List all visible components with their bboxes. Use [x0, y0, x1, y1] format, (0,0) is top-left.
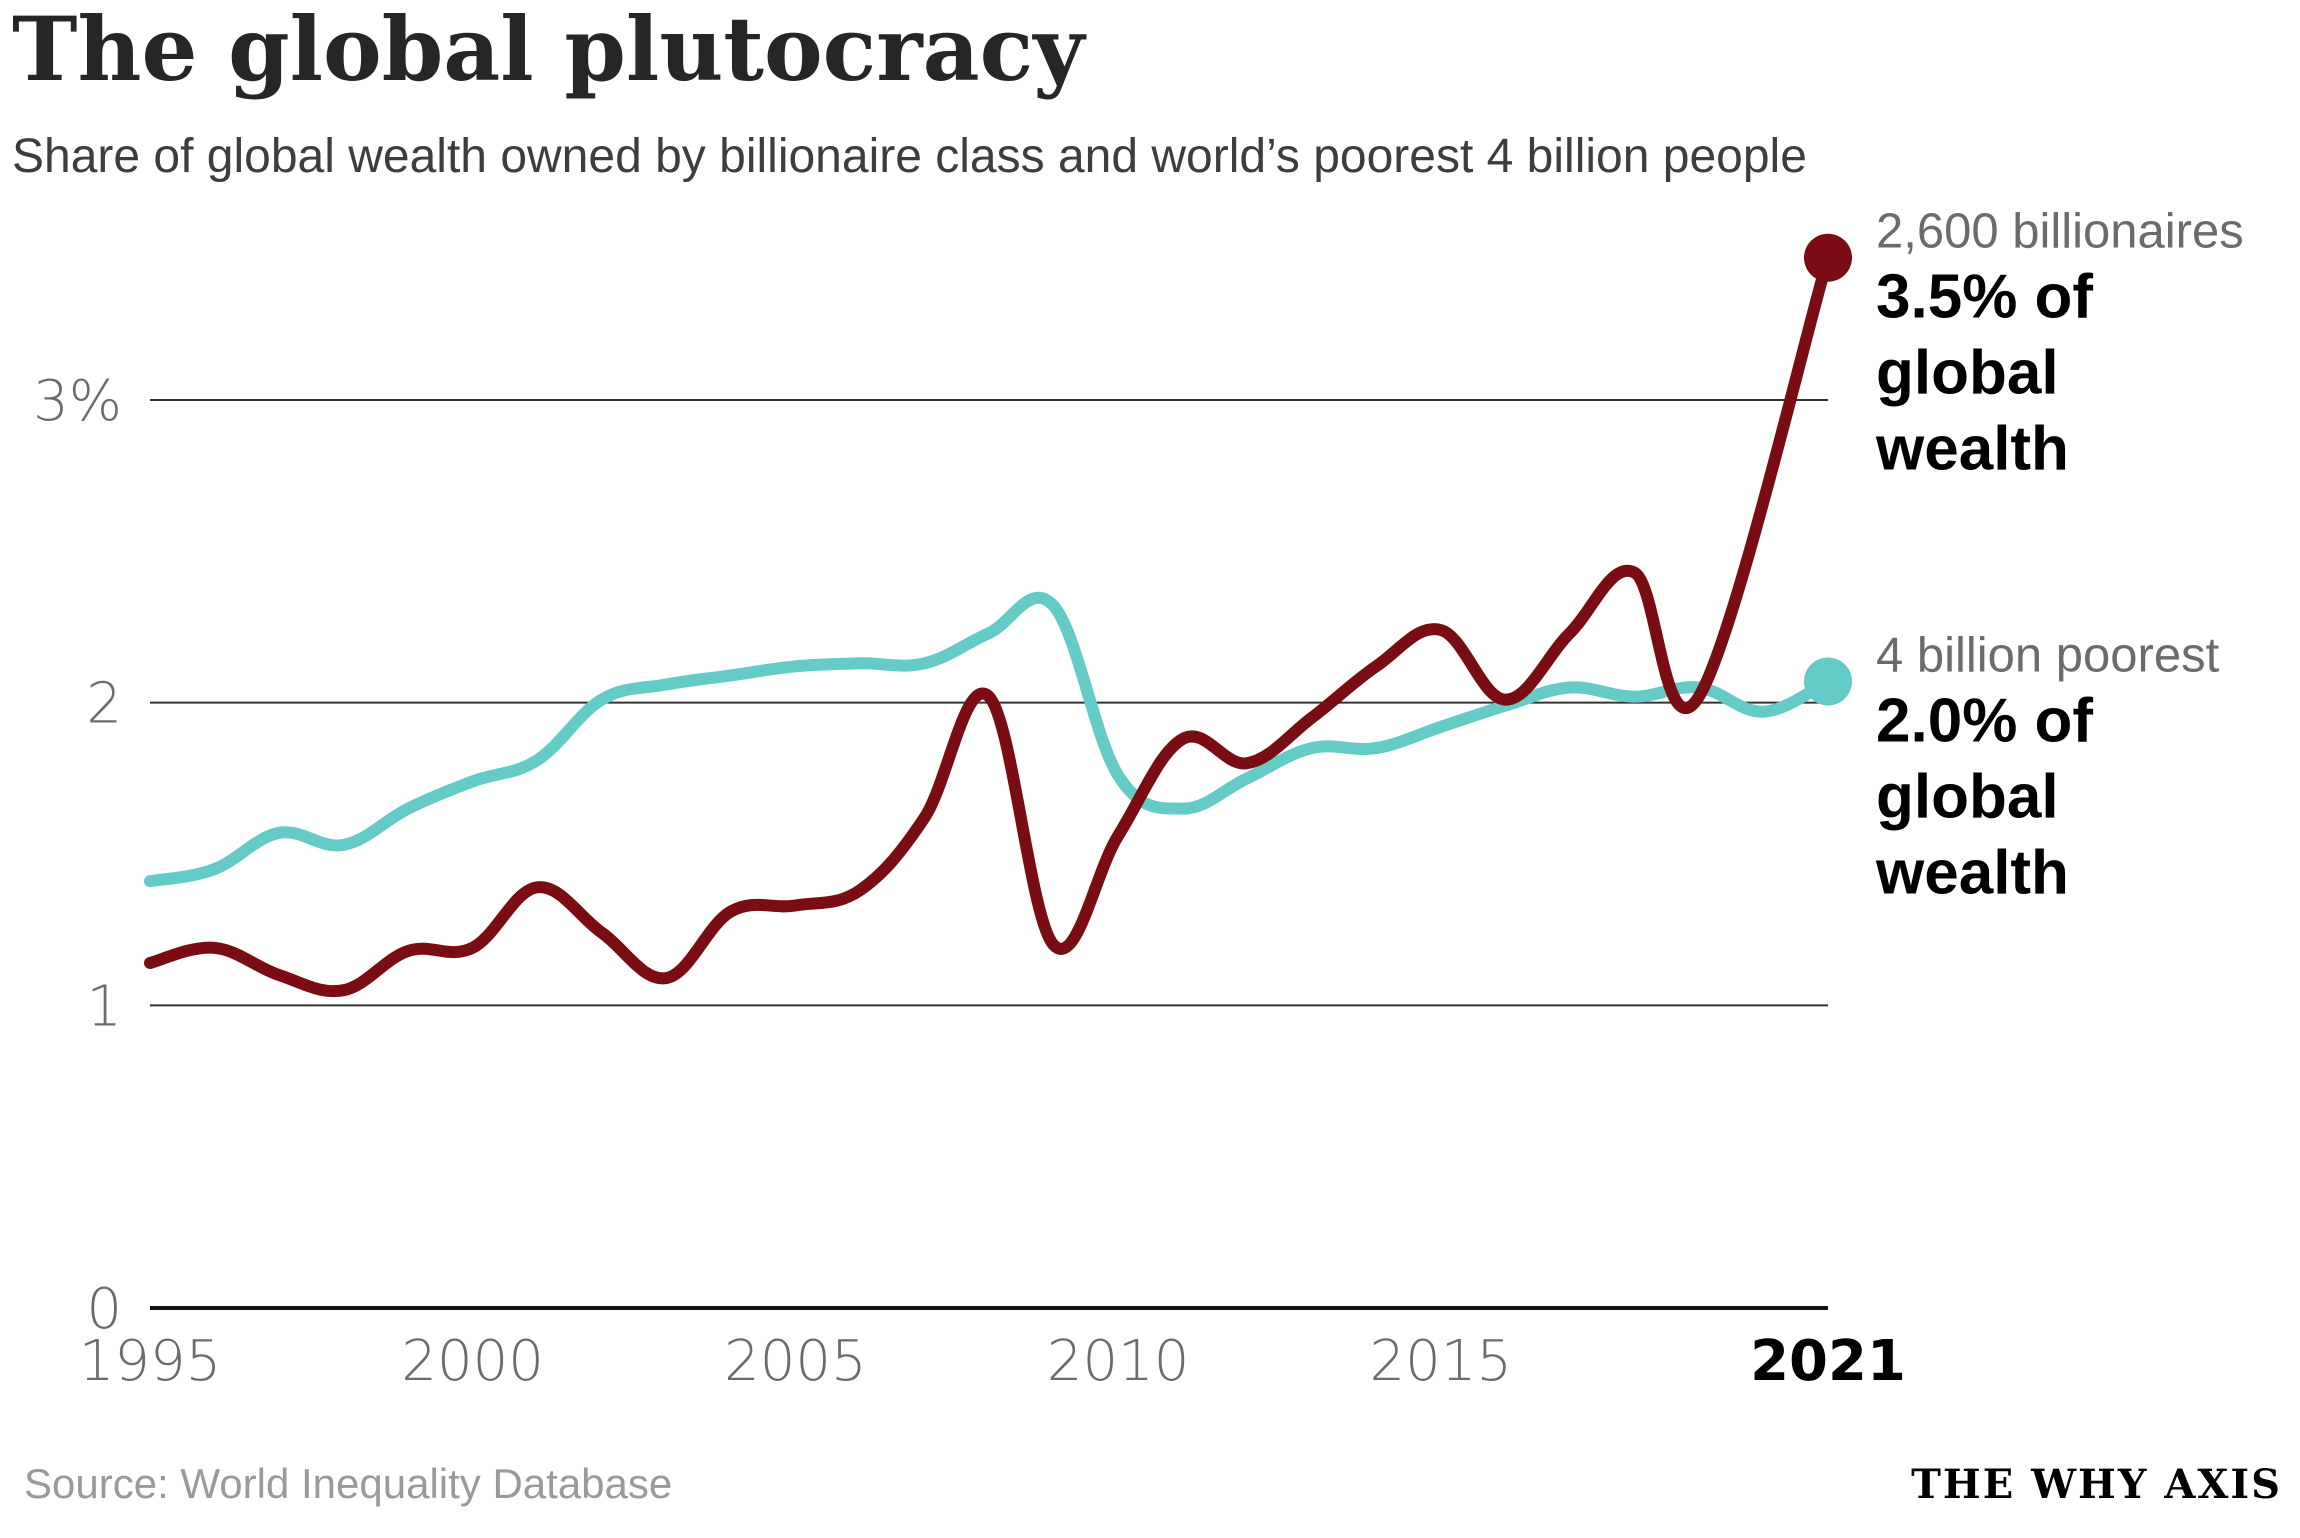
gridlines	[150, 399, 1828, 1310]
y-tick-label: 3%	[33, 369, 122, 434]
brand-logo: THE WHY AXIS	[1911, 1461, 2282, 1508]
annotation-value-line: wealth	[1875, 415, 2069, 484]
annotation-series-name: 2,600 billionaires	[1876, 205, 2244, 259]
y-tick-label: 2	[86, 672, 122, 737]
x-tick-label: 2010	[1047, 1329, 1190, 1394]
annotation-value-line: 3.5% of	[1876, 263, 2093, 332]
x-tick-label: 2000	[401, 1329, 544, 1394]
y-axis: 0 1 2 3%	[33, 369, 122, 1342]
x-tick-label: 2015	[1370, 1329, 1513, 1394]
chart-title: The global plutocracy	[12, 0, 1087, 101]
annotation-value-line: global	[1876, 762, 2059, 831]
source-note: Source: World Inequality Database	[24, 1460, 672, 1507]
annotation-value-line: 2.0% of	[1876, 686, 2093, 755]
y-tick-label: 1	[86, 974, 122, 1039]
endpoint-marker-poorest	[1804, 657, 1852, 706]
x-tick-label: 2021	[1750, 1329, 1906, 1394]
series-line-billionaires	[144, 251, 1834, 998]
x-tick-label: 1995	[79, 1329, 222, 1394]
series-line-poorest	[144, 591, 1834, 888]
annotation-value-line: global	[1876, 339, 2059, 408]
series-lines	[144, 233, 1852, 998]
endpoint-marker-billionaires	[1804, 233, 1852, 282]
annotation-value-line: wealth	[1875, 838, 2069, 907]
chart-subtitle: Share of global wealth owned by billiona…	[12, 130, 1807, 183]
y-tick-label: 0	[86, 1277, 122, 1342]
annotation-series-name: 4 billion poorest	[1876, 628, 2220, 682]
x-tick-label: 2005	[724, 1329, 867, 1394]
x-axis: 1995 2000 2005 2010 2015 2021	[79, 1329, 1906, 1394]
